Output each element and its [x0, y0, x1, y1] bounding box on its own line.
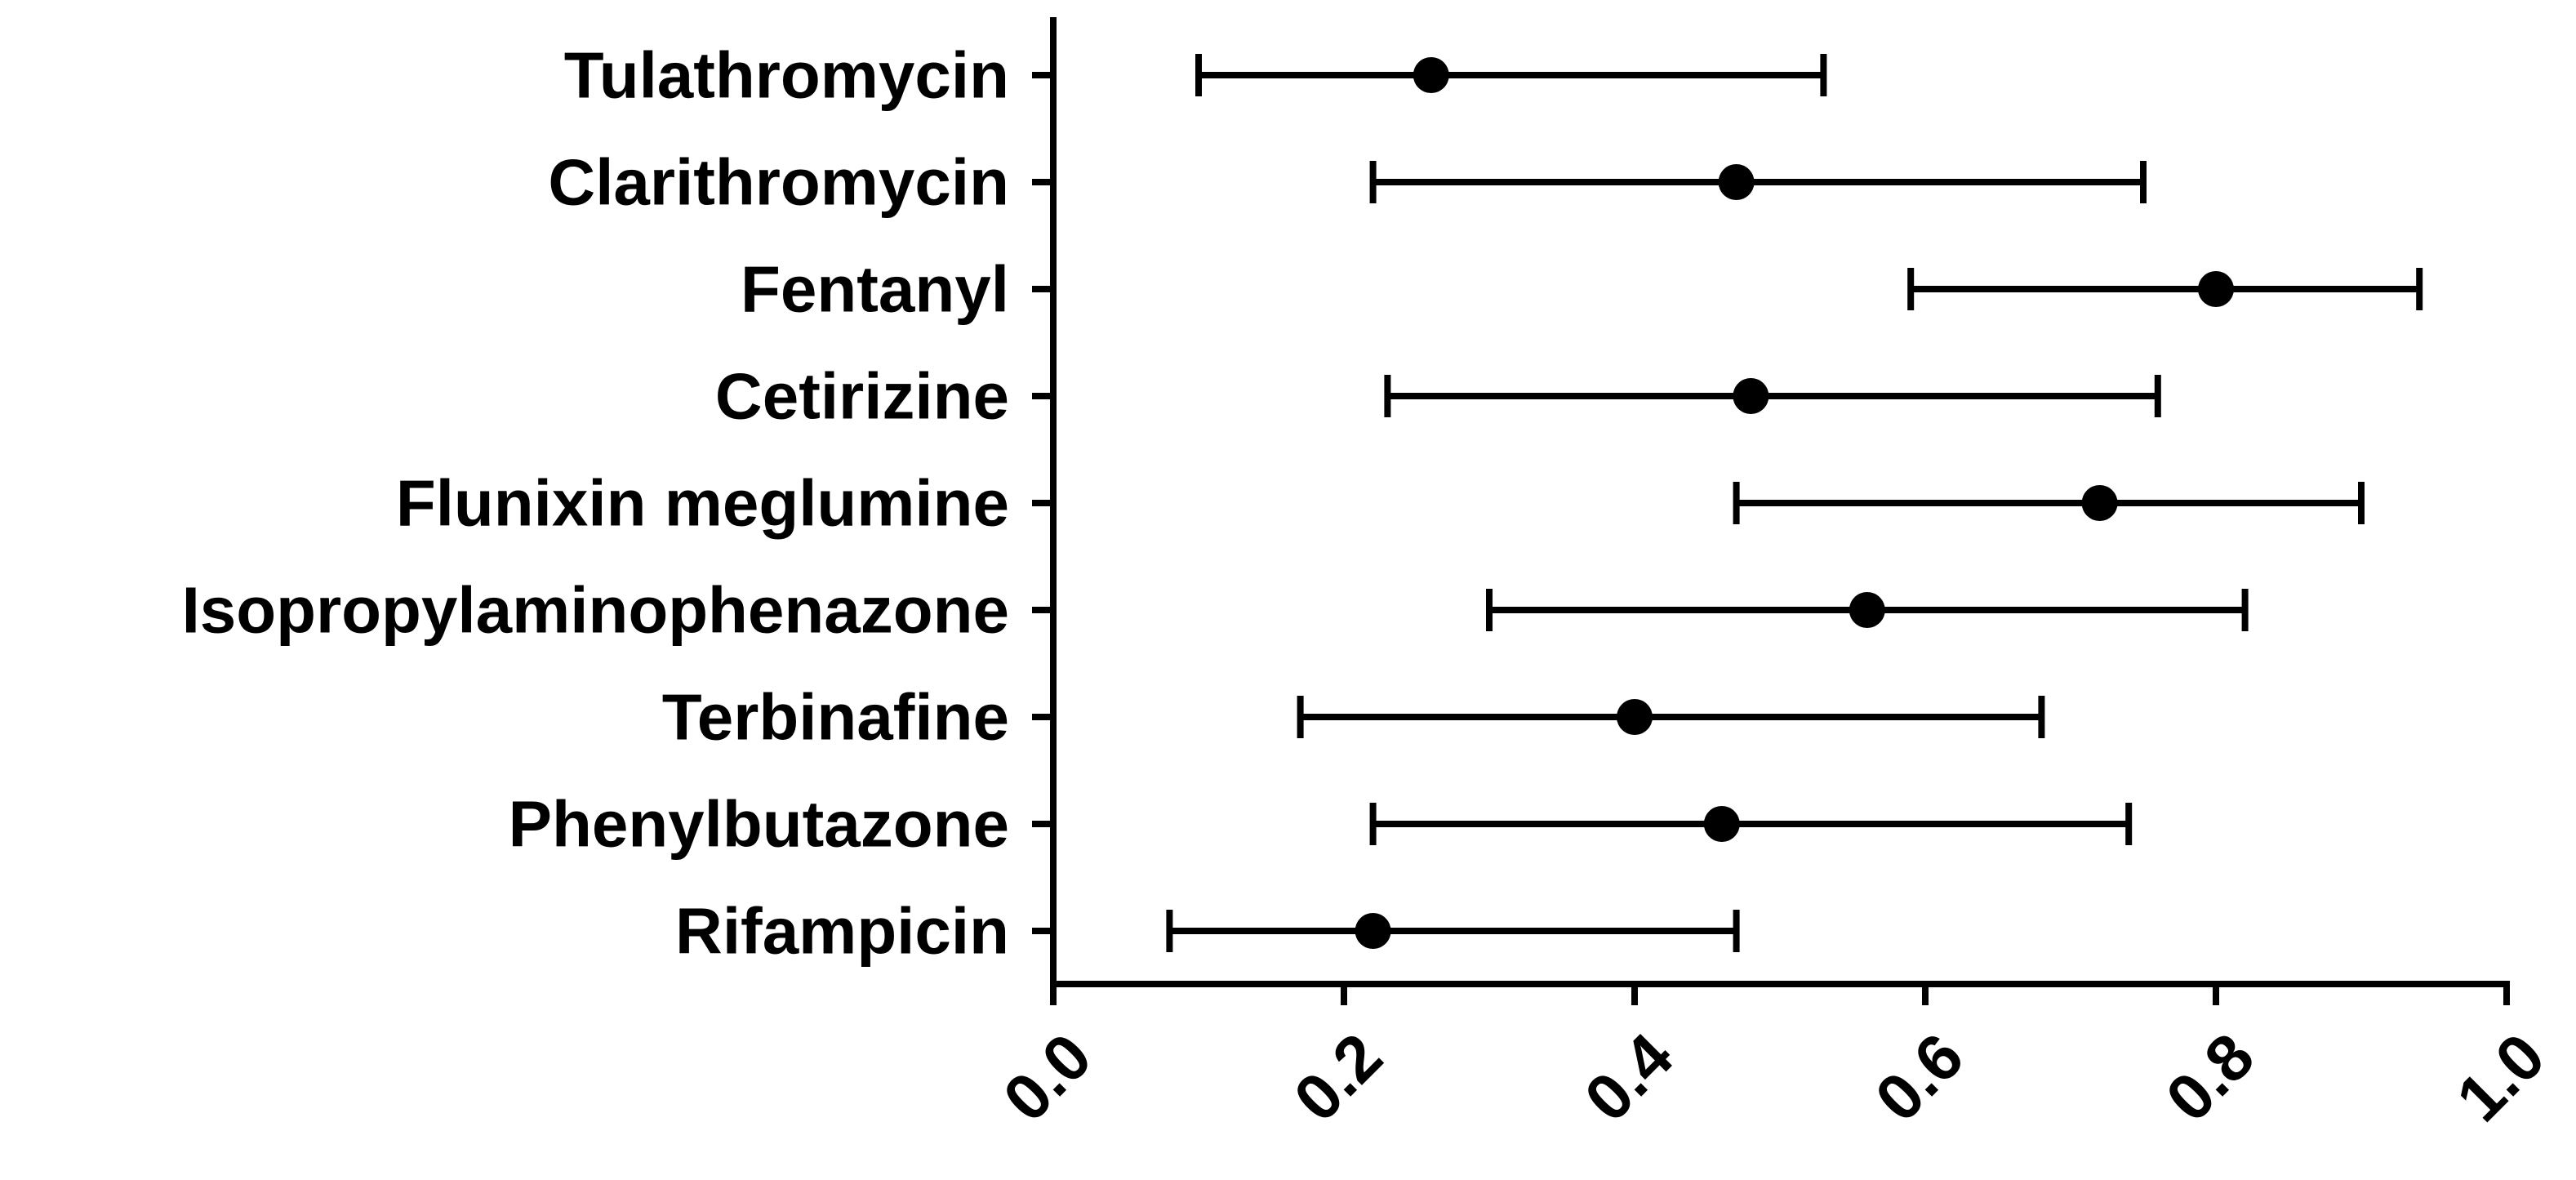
- data-point-marker: [1355, 913, 1391, 949]
- data-point-marker: [2081, 485, 2118, 521]
- data-point-marker: [1703, 806, 1740, 842]
- data-point-marker: [1718, 164, 1755, 200]
- data-point-group: [1486, 589, 2249, 631]
- data-point-marker: [1617, 699, 1653, 735]
- x-axis-tick-label: 1.0: [2443, 1020, 2559, 1136]
- x-axis-tick-label: 0.6: [1862, 1020, 1978, 1136]
- data-point-marker: [1849, 592, 1885, 628]
- category-label: Rifampicin: [675, 895, 1009, 968]
- category-label: Cetirizine: [715, 360, 1009, 433]
- x-axis-tick-label: 0.4: [1571, 1019, 1687, 1135]
- y-axis-ticks: [1032, 72, 1053, 934]
- category-label: Flunixin meglumine: [396, 467, 1009, 540]
- data-points: [1166, 54, 2423, 952]
- data-point-group: [1733, 482, 2365, 524]
- category-label: Terbinafine: [662, 681, 1009, 754]
- data-point-group: [1166, 910, 1740, 952]
- data-point-marker: [1413, 57, 1449, 93]
- data-point-group: [1297, 696, 2045, 738]
- category-label: Tulathromycin: [564, 39, 1009, 112]
- data-point-group: [1384, 375, 2161, 417]
- category-label: Isopropylaminophenazone: [182, 574, 1009, 647]
- data-point-group: [1907, 268, 2423, 310]
- category-label: Phenylbutazone: [509, 788, 1009, 861]
- x-axis-tick-label: 0.0: [990, 1020, 1106, 1136]
- category-label: Fentanyl: [741, 253, 1009, 326]
- x-axis-tick-label: 0.8: [2152, 1020, 2268, 1136]
- data-point-group: [1195, 54, 1827, 96]
- x-axis-tick-label: 0.2: [1280, 1020, 1396, 1136]
- data-point-marker: [1733, 378, 1769, 414]
- category-label: Clarithromycin: [548, 146, 1009, 219]
- data-point-group: [1369, 161, 2147, 203]
- category-labels: Tulathromycin Clarithromycin Fentanyl Cetir…: [182, 39, 1009, 968]
- x-axis-tick-labels: 0.0 0.2 0.4 0.6 0.8 1.0: [990, 1019, 2559, 1135]
- data-point-group: [1369, 803, 2133, 845]
- data-point-marker: [2198, 271, 2234, 307]
- x-axis-ticks: [1050, 984, 2510, 1005]
